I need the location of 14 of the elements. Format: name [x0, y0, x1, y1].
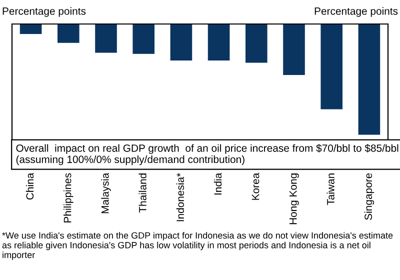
x-tick-label: China: [26, 172, 34, 200]
x-tick-label: Singapore: [364, 173, 374, 220]
x-tick-label: India: [214, 172, 222, 194]
y2-axis-title: Percentage points: [314, 7, 398, 17]
x-tick-label: Indonesia*: [176, 173, 184, 222]
y-axis-title: Percentage points: [2, 7, 86, 17]
text: Overall impact on real GDP growth of an oil price increase from $70/bbl to $85/bbl (assuming 100%/0% supply/demand contribution): [16, 144, 398, 166]
x-tick-label: Philippines: [64, 173, 74, 222]
x-tick-label: Malaysia: [101, 172, 111, 214]
x-tick-label: Taiwan: [326, 174, 334, 206]
text: *We use India's estimate on the GDP impact for Indonesia as we do not view Indonesia's estimate as reliable given Indonesia's GDP has low volatility in most periods and Indonesia is a net oil importer: [2, 232, 393, 260]
x-tick-label: Thailand: [138, 174, 146, 213]
x-tick-label: Hong Kong: [290, 174, 299, 224]
x-tick-label: Korea: [252, 172, 260, 200]
